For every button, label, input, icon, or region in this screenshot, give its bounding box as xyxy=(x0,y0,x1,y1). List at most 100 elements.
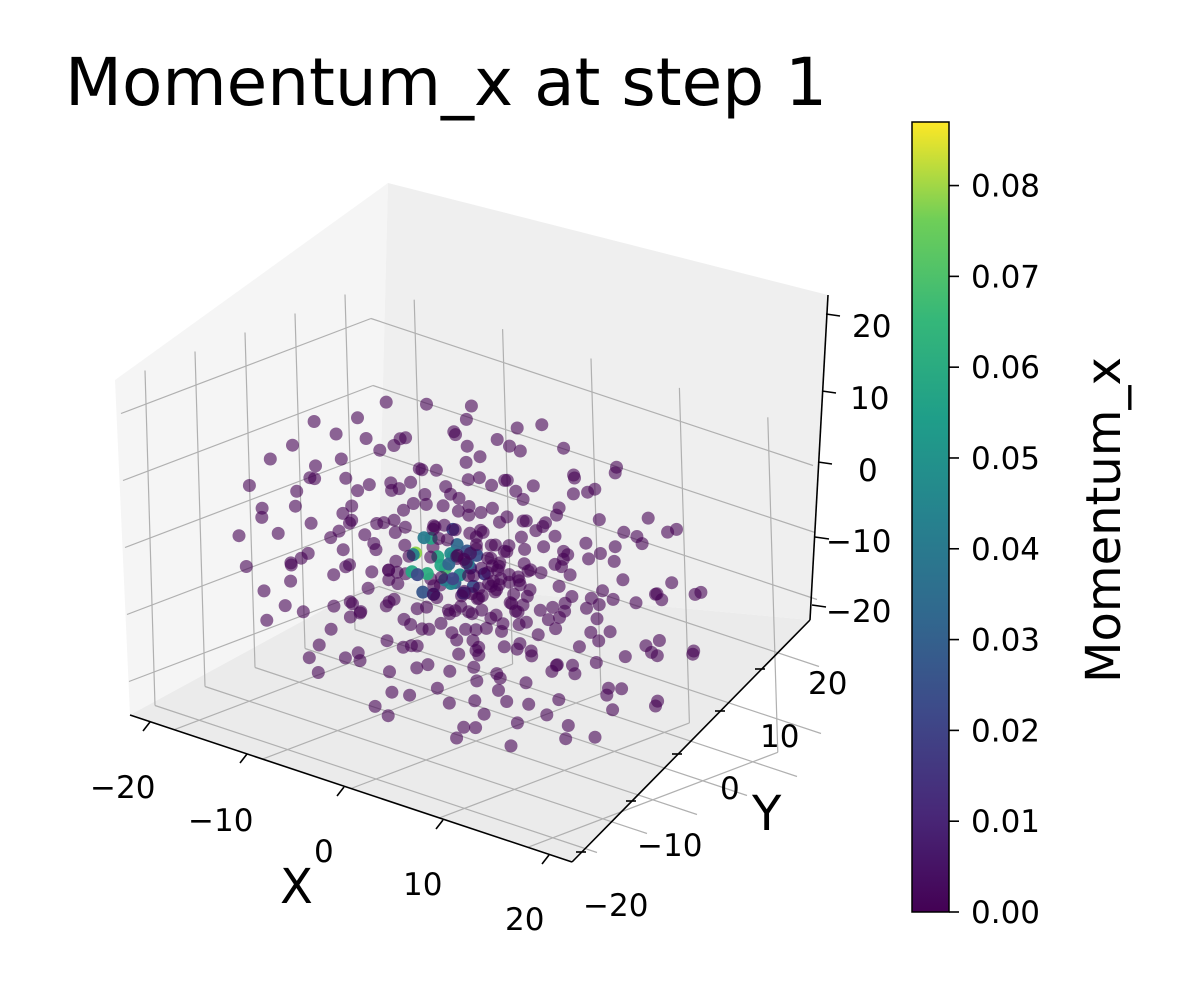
scatter-point xyxy=(472,471,486,485)
y-tick-label: 10 xyxy=(760,719,799,755)
scatter-point xyxy=(443,607,457,621)
scatter-point xyxy=(430,591,444,605)
scatter-point xyxy=(531,628,545,642)
scatter-point xyxy=(307,415,321,428)
scatter-point xyxy=(332,524,346,538)
colorbar-tick-label: 0.07 xyxy=(971,259,1040,295)
scatter-point xyxy=(488,538,502,552)
scatter-point xyxy=(467,660,481,674)
scatter-point xyxy=(507,587,521,601)
scatter-point xyxy=(336,506,350,520)
scatter-point xyxy=(652,634,666,647)
scatter-point xyxy=(592,598,606,612)
scatter-point xyxy=(343,610,357,624)
scatter-point xyxy=(301,546,315,560)
scatter-point xyxy=(481,566,495,580)
scatter-point xyxy=(311,666,325,679)
scatter-point xyxy=(421,658,435,672)
x-tick-mark xyxy=(541,854,550,865)
left-grid-line xyxy=(124,451,376,549)
left-grid-line xyxy=(122,384,374,482)
floor-pane xyxy=(130,580,810,862)
colorbar-tick-label: 0.01 xyxy=(971,804,1040,840)
x-tick-label: −10 xyxy=(188,803,253,839)
scatter-point xyxy=(459,412,473,426)
scatter-point xyxy=(296,605,310,619)
colorbar: 0.00 0.01 0.02 0.03 0.04 0.05 0.06 0.07 0.08 Mom… xyxy=(911,121,1132,931)
x-axis-line xyxy=(129,714,573,863)
scatter-point xyxy=(343,595,357,609)
scatter-point xyxy=(436,499,450,513)
scatter-point xyxy=(446,572,460,586)
scatter-point xyxy=(615,682,629,696)
scatter-point xyxy=(602,681,615,695)
y-tick-label: 20 xyxy=(808,666,847,702)
scatter-point xyxy=(440,533,454,547)
scatter-point xyxy=(365,565,379,579)
scatter-point xyxy=(469,538,483,552)
scatter-point xyxy=(593,547,607,560)
scatter-point xyxy=(553,611,566,624)
colorbar-tick-label: 0.08 xyxy=(971,169,1040,205)
scatter-point xyxy=(561,719,575,732)
scatter-point xyxy=(568,471,581,485)
scatter-point xyxy=(404,475,418,489)
scatter-point xyxy=(448,523,462,537)
scatter-point xyxy=(445,626,459,640)
scatter-point xyxy=(687,644,701,658)
x-tick-label: 0 xyxy=(314,834,334,870)
x-tick-mark xyxy=(142,721,151,732)
scatter-point xyxy=(650,587,664,601)
scatter-point xyxy=(284,574,298,588)
scatter-point xyxy=(549,622,563,636)
scatter-point xyxy=(565,590,579,603)
scatter-point xyxy=(464,399,478,413)
scatter-point xyxy=(603,625,617,639)
scatter-point xyxy=(387,439,401,452)
floor-grid-line xyxy=(254,666,698,816)
scatter-point xyxy=(302,651,316,665)
colorbar-tick-label: 0.00 xyxy=(971,895,1040,931)
scatter-point xyxy=(596,584,609,598)
scatter-point xyxy=(608,540,622,554)
scatter-point xyxy=(339,471,353,485)
scatter-point xyxy=(358,528,372,542)
scatter-point xyxy=(490,667,504,681)
back-grid-line xyxy=(678,387,690,723)
scatter-point xyxy=(406,497,420,510)
z-tick-mark xyxy=(811,604,827,608)
scatter-point xyxy=(566,487,580,501)
colorbar-ticks: 0.00 0.01 0.02 0.03 0.04 0.05 0.06 0.07 0.08 xyxy=(949,169,1040,931)
scatter-point xyxy=(510,716,524,730)
scatter-point xyxy=(398,538,412,552)
pane-group xyxy=(115,183,828,862)
scatter-point xyxy=(420,567,434,581)
scatter-point xyxy=(514,530,528,544)
scatter-point xyxy=(589,656,603,669)
scatter-point xyxy=(563,568,577,582)
scatter-point xyxy=(430,681,444,695)
scatter-point xyxy=(469,623,483,637)
x-tick-mark xyxy=(239,753,248,764)
left-grid-line xyxy=(294,313,306,649)
scatter-point xyxy=(373,443,387,457)
back-grid-line xyxy=(374,451,818,601)
scatter-point xyxy=(392,482,406,496)
scatter-point xyxy=(404,618,418,631)
scatter-point xyxy=(455,589,469,603)
scatter-point xyxy=(426,522,440,536)
scatter-point xyxy=(286,438,299,452)
x-tick-label: −20 xyxy=(90,770,155,806)
scatter-point xyxy=(467,569,481,582)
scatter-point xyxy=(329,427,343,441)
z-tick-mark xyxy=(821,390,837,394)
scatter-point xyxy=(447,425,461,439)
x-tick-mark xyxy=(435,819,444,830)
scatter-point xyxy=(435,570,448,584)
scatter-point xyxy=(420,397,433,411)
y-tick-label: −10 xyxy=(637,828,702,864)
colorbar-tick-label: 0.03 xyxy=(971,623,1040,659)
scatter-point xyxy=(382,563,395,577)
floor-grid-line xyxy=(354,628,798,778)
chart-title: Momentum_x at step 1 xyxy=(65,44,827,121)
